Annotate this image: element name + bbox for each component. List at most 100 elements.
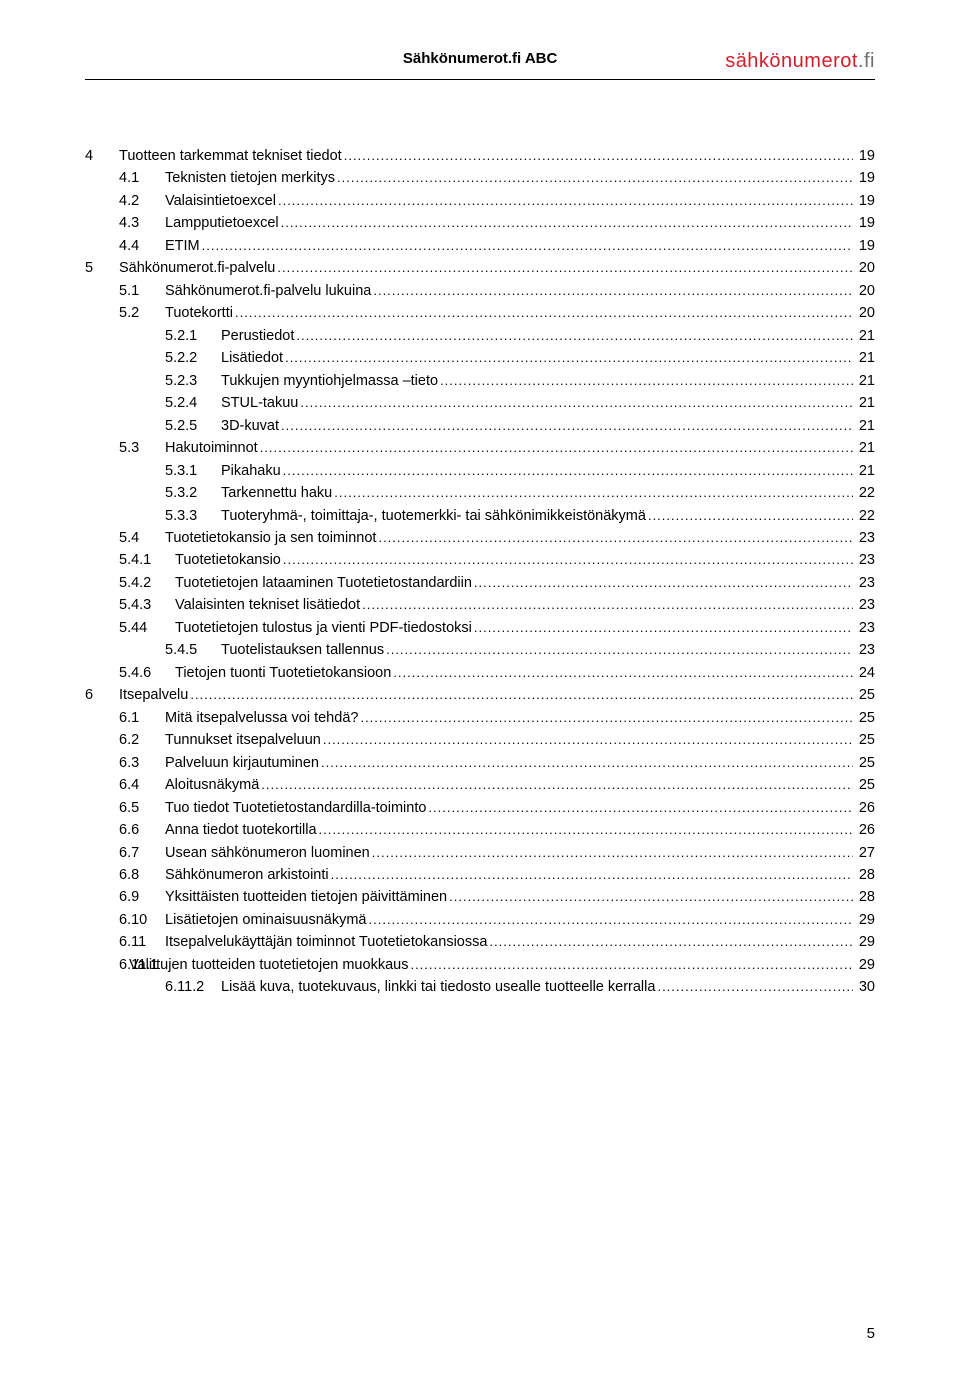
document-page: Sähkönumerot.fi ABC sähkönumerot.fi 4Tuo… [0, 0, 960, 1382]
toc-entry: 5.2.2Lisätiedot 21 [85, 347, 875, 369]
toc-page: 19 [855, 235, 875, 257]
toc-page: 19 [855, 167, 875, 189]
toc-entry: 6.1Mitä itsepalvelussa voi tehdä? 25 [85, 707, 875, 729]
toc-number: 6.5 [119, 797, 165, 819]
toc-number: 5.1 [119, 280, 165, 302]
header-title: Sähkönumerot.fi ABC [235, 50, 725, 67]
toc-page: 30 [855, 976, 875, 998]
toc-leader-dots [344, 145, 853, 167]
toc-leader-dots [657, 976, 852, 998]
toc-page: 26 [855, 819, 875, 841]
toc-label: Tuotekortti [165, 302, 233, 324]
toc-page: 23 [855, 572, 875, 594]
toc-label: Valaisinten tekniset lisätiedot [175, 594, 360, 616]
toc-label: Itsepalvelu [119, 684, 188, 706]
toc-label: Tuotetietojen tulostus ja vienti PDF-tie… [175, 617, 472, 639]
toc-entry: 6.4Aloitusnäkymä 25 [85, 774, 875, 796]
toc-entry: 5.2.3Tukkujen myyntiohjelmassa –tieto 21 [85, 370, 875, 392]
toc-label: Lampputietoexcel [165, 212, 279, 234]
toc-entry: 6.5Tuo tiedot Tuotetietostandardilla-toi… [85, 797, 875, 819]
toc-label: STUL-takuu [221, 392, 298, 414]
page-header: Sähkönumerot.fi ABC sähkönumerot.fi [85, 50, 875, 73]
toc-label: Anna tiedot tuotekortilla [165, 819, 317, 841]
toc-leader-dots [428, 797, 852, 819]
toc-entry: 6.10Lisätietojen ominaisuusnäkymä 29 [85, 909, 875, 931]
toc-entry: 6.11Itsepalvelukäyttäjän toiminnot Tuote… [85, 931, 875, 953]
toc-number: 5.2.4 [165, 392, 221, 414]
toc-page: 20 [855, 257, 875, 279]
toc-entry: 5.2.53D-kuvat 21 [85, 415, 875, 437]
toc-entry: 5.4.3Valaisinten tekniset lisätiedot 23 [85, 594, 875, 616]
toc-label: Tuotelistauksen tallennus [221, 639, 384, 661]
toc-number: 5.44 [119, 617, 175, 639]
toc-page: 28 [855, 864, 875, 886]
toc-number: 6 [85, 684, 119, 706]
toc-leader-dots [386, 639, 853, 661]
toc-page: 24 [855, 662, 875, 684]
toc-number: 5.2.2 [165, 347, 221, 369]
toc-number: 5.2.1 [165, 325, 221, 347]
toc-page: 19 [855, 190, 875, 212]
toc-entry: 5.2Tuotekortti 20 [85, 302, 875, 324]
toc-label: Perustiedot [221, 325, 294, 347]
toc-number: 5.3 [119, 437, 165, 459]
toc-label: Tuo tiedot Tuotetietostandardilla-toimin… [165, 797, 426, 819]
toc-page: 29 [855, 909, 875, 931]
toc-number: 4.2 [119, 190, 165, 212]
toc-page: 26 [855, 797, 875, 819]
toc-page: 21 [855, 325, 875, 347]
toc-leader-dots [474, 572, 853, 594]
toc-label: Usean sähkönumeron luominen [165, 842, 370, 864]
toc-label: Tuotetietokansio ja sen toiminnot [165, 527, 376, 549]
toc-label: Sähkönumerot.fi-palvelu lukuina [165, 280, 371, 302]
toc-entry: 4.3Lampputietoexcel 19 [85, 212, 875, 234]
toc-leader-dots [260, 437, 853, 459]
toc-leader-dots [331, 864, 853, 886]
header-rule [85, 79, 875, 80]
toc-label: Itsepalvelukäyttäjän toiminnot Tuotetiet… [165, 931, 487, 953]
toc-label: Valittujen tuotteiden tuotetietojen muok… [129, 954, 408, 976]
toc-label: Tuotetietokansio [175, 549, 281, 571]
toc-label: Tuotetietojen lataaminen Tuotetietostand… [175, 572, 472, 594]
toc-label: Teknisten tietojen merkitys [165, 167, 335, 189]
toc-label: Pikahaku [221, 460, 281, 482]
toc-page: 19 [855, 212, 875, 234]
toc-entry: 5.3Hakutoiminnot 21 [85, 437, 875, 459]
toc-entry: 4Tuotteen tarkemmat tekniset tiedot 19 [85, 145, 875, 167]
toc-label: Aloitusnäkymä [165, 774, 259, 796]
toc-entry: 5.3.3Tuoteryhmä-, toimittaja-, tuotemerk… [85, 505, 875, 527]
toc-entry: 5.2.1Perustiedot 21 [85, 325, 875, 347]
toc-leader-dots [319, 819, 853, 841]
toc-entry: 4.2Valaisintietoexcel 19 [85, 190, 875, 212]
toc-number: 5.4 [119, 527, 165, 549]
toc-entry: 6.2Tunnukset itsepalveluun 25 [85, 729, 875, 751]
toc-label: ETIM [165, 235, 200, 257]
toc-page: 19 [855, 145, 875, 167]
toc-label: 3D-kuvat [221, 415, 279, 437]
toc-entry: 5.4.2Tuotetietojen lataaminen Tuotetieto… [85, 572, 875, 594]
toc-page: 20 [855, 280, 875, 302]
toc-leader-dots [278, 190, 853, 212]
toc-entry: 6.9Yksittäisten tuotteiden tietojen päiv… [85, 886, 875, 908]
toc-page: 21 [855, 347, 875, 369]
toc-label: Tuotteen tarkemmat tekniset tiedot [119, 145, 342, 167]
toc-page: 25 [855, 729, 875, 751]
toc-number: 5.4.2 [119, 572, 175, 594]
toc-number: 6.11.1 [119, 954, 129, 976]
toc-leader-dots [277, 257, 852, 279]
toc-leader-dots [362, 594, 853, 616]
toc-page: 29 [855, 931, 875, 953]
toc-entry: 6.3Palveluun kirjautuminen 25 [85, 752, 875, 774]
logo-part-1: sähkönumerot [725, 50, 858, 72]
toc-leader-dots [296, 325, 853, 347]
toc-page: 21 [855, 460, 875, 482]
toc-entry: 5.4.5Tuotelistauksen tallennus 23 [85, 639, 875, 661]
table-of-contents: 4Tuotteen tarkemmat tekniset tiedot 19 4.… [85, 145, 875, 999]
toc-label: Tunnukset itsepalveluun [165, 729, 321, 751]
toc-leader-dots [489, 931, 852, 953]
toc-label: Yksittäisten tuotteiden tietojen päivitt… [165, 886, 447, 908]
toc-entry: 6.11.1Valittujen tuotteiden tuotetietoje… [85, 954, 875, 976]
toc-entry: 6.8Sähkönumeron arkistointi 28 [85, 864, 875, 886]
toc-label: Lisätiedot [221, 347, 283, 369]
toc-number: 6.9 [119, 886, 165, 908]
